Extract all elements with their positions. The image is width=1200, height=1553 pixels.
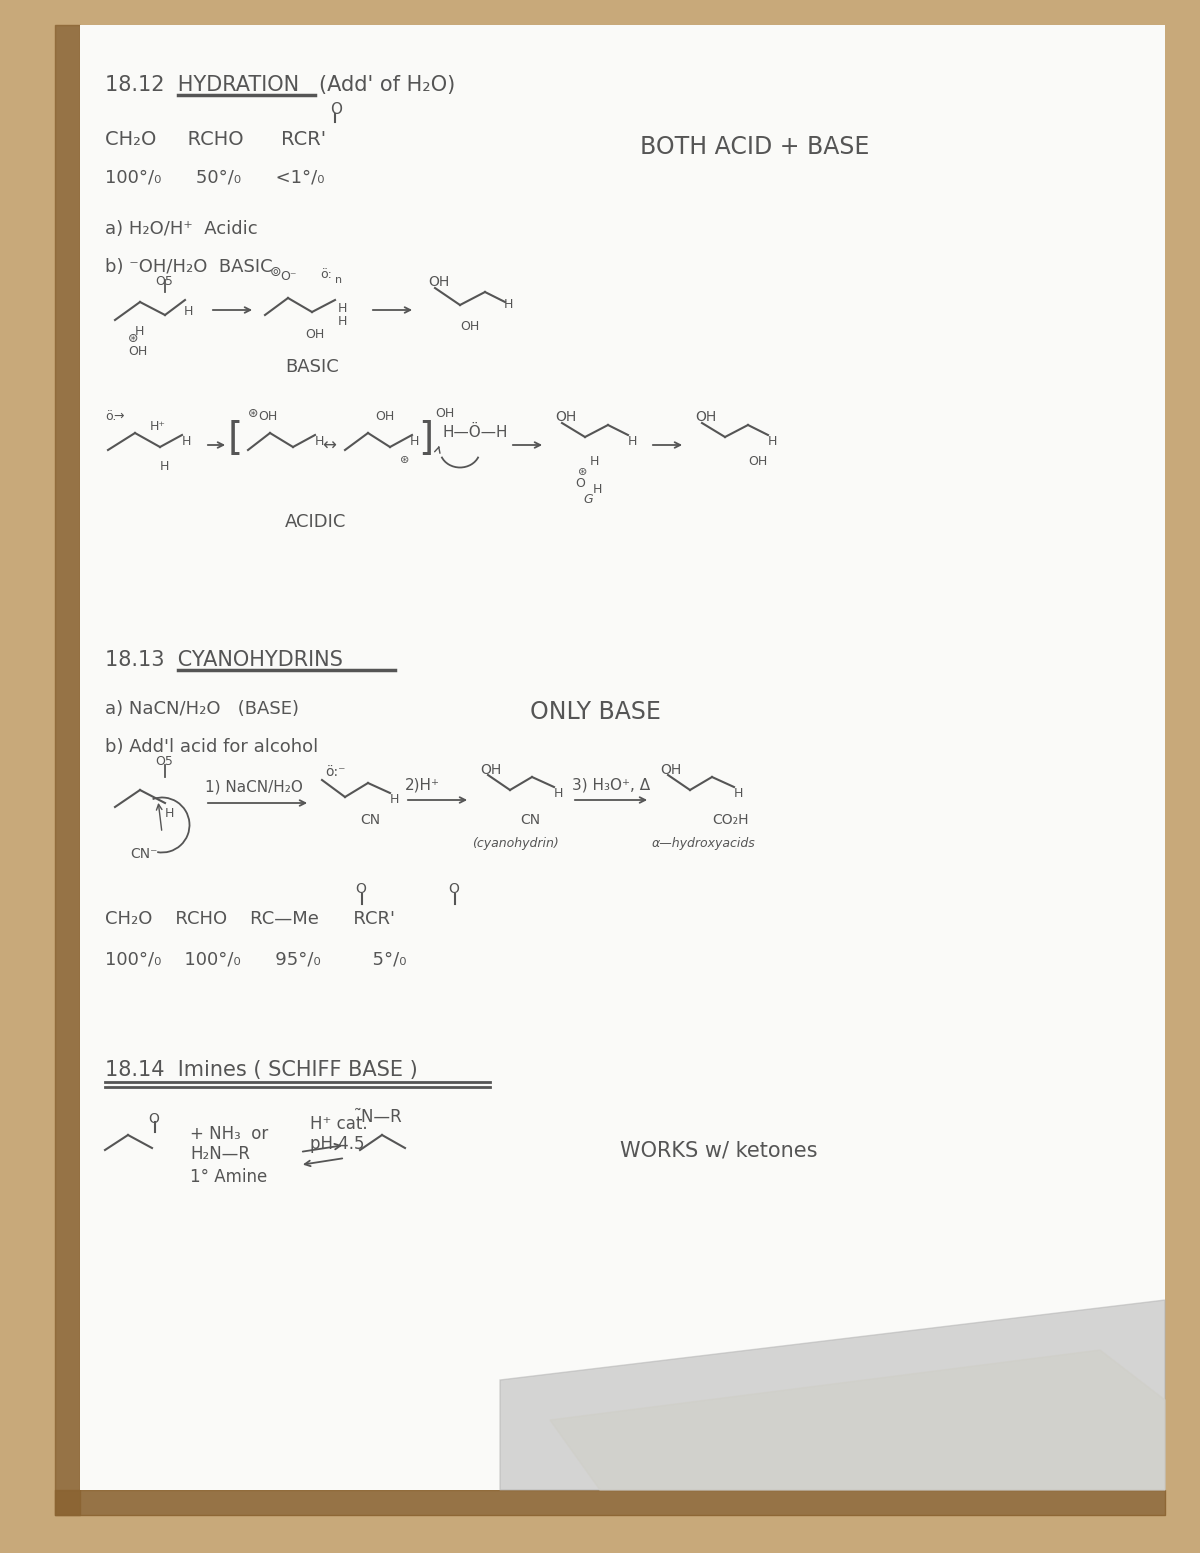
Text: ⊛: ⊛ xyxy=(248,407,258,419)
Polygon shape xyxy=(500,1300,1165,1489)
Text: CH₂O    RCHO    RC—Me      RCR': CH₂O RCHO RC—Me RCR' xyxy=(106,910,395,929)
Text: 2)H⁺: 2)H⁺ xyxy=(406,776,440,792)
Text: CH₂O     RCHO      RCR': CH₂O RCHO RCR' xyxy=(106,130,326,149)
Text: OH: OH xyxy=(695,410,716,424)
Text: H: H xyxy=(410,435,419,447)
Text: a) H₂O/H⁺  Acidic: a) H₂O/H⁺ Acidic xyxy=(106,221,258,238)
Text: OH: OH xyxy=(436,407,455,419)
Text: WORKS w/ ketones: WORKS w/ ketones xyxy=(620,1140,817,1160)
Text: 1° Amine: 1° Amine xyxy=(190,1168,268,1186)
Text: 100°/₀    100°/₀      95°/₀         5°/₀: 100°/₀ 100°/₀ 95°/₀ 5°/₀ xyxy=(106,950,407,968)
Text: BASIC: BASIC xyxy=(286,359,338,376)
Text: H⁺: H⁺ xyxy=(150,419,166,433)
Text: 18.13  CYANOHYDRINS: 18.13 CYANOHYDRINS xyxy=(106,651,343,669)
Text: OH: OH xyxy=(258,410,277,422)
Text: H: H xyxy=(734,787,743,800)
Text: O⁻: O⁻ xyxy=(280,270,296,283)
Text: →: → xyxy=(113,410,124,422)
Text: G: G xyxy=(583,492,593,506)
Text: OH: OH xyxy=(660,763,682,776)
Text: OH: OH xyxy=(554,410,576,424)
Text: OH: OH xyxy=(748,455,767,467)
Text: OH: OH xyxy=(128,345,148,359)
Text: O: O xyxy=(355,882,366,896)
Text: OH: OH xyxy=(374,410,395,422)
Text: ö.: ö. xyxy=(106,410,116,422)
Text: a) NaCN/H₂O   (BASE): a) NaCN/H₂O (BASE) xyxy=(106,700,299,717)
Text: H: H xyxy=(390,794,400,806)
Text: O: O xyxy=(448,882,458,896)
Text: O: O xyxy=(148,1112,158,1126)
Text: 100°/₀      50°/₀      <1°/₀: 100°/₀ 50°/₀ <1°/₀ xyxy=(106,168,324,186)
FancyBboxPatch shape xyxy=(55,25,1165,1516)
Text: H: H xyxy=(166,808,174,820)
Text: OH: OH xyxy=(428,275,449,289)
Polygon shape xyxy=(550,1350,1165,1489)
Text: 1) NaCN/H₂O: 1) NaCN/H₂O xyxy=(205,780,302,795)
Text: ⊚: ⊚ xyxy=(270,266,282,280)
Text: OH: OH xyxy=(305,328,324,342)
Text: H: H xyxy=(504,298,514,311)
Text: ⊛: ⊛ xyxy=(400,455,409,464)
Text: H: H xyxy=(628,435,637,447)
Text: O5: O5 xyxy=(155,275,173,287)
Text: OH: OH xyxy=(460,320,479,332)
Text: H: H xyxy=(184,304,193,318)
Text: H: H xyxy=(160,460,169,474)
Text: CN⁻: CN⁻ xyxy=(130,846,157,860)
Text: H₂N—R: H₂N—R xyxy=(190,1145,250,1163)
Text: ↔: ↔ xyxy=(322,436,336,455)
Text: α—hydroxyacids: α—hydroxyacids xyxy=(652,837,756,849)
Text: CN: CN xyxy=(520,814,540,828)
Text: ̃N—R: ̃N—R xyxy=(362,1107,403,1126)
Text: O: O xyxy=(575,477,584,491)
Text: ACIDIC: ACIDIC xyxy=(286,512,347,531)
Text: H: H xyxy=(554,787,563,800)
FancyBboxPatch shape xyxy=(80,25,1165,1489)
Text: H⁺ cat.: H⁺ cat. xyxy=(310,1115,367,1134)
Text: ]: ] xyxy=(418,419,433,458)
Text: OH: OH xyxy=(480,763,502,776)
Text: 18.12  HYDRATION   (Add' of H₂O): 18.12 HYDRATION (Add' of H₂O) xyxy=(106,75,455,95)
Text: H: H xyxy=(768,435,778,447)
Text: O5: O5 xyxy=(155,755,173,769)
Text: H: H xyxy=(314,435,324,447)
Text: + NH₃  or: + NH₃ or xyxy=(190,1124,269,1143)
Text: H: H xyxy=(593,483,602,495)
Text: ⊛: ⊛ xyxy=(128,332,138,345)
Text: H: H xyxy=(338,315,347,328)
Text: 18.14  Imines ( SCHIFF BASE ): 18.14 Imines ( SCHIFF BASE ) xyxy=(106,1061,418,1079)
Text: ö:: ö: xyxy=(320,269,332,281)
Text: ⊛: ⊛ xyxy=(578,467,587,477)
Text: H: H xyxy=(338,301,347,315)
Text: H: H xyxy=(182,435,191,447)
Text: H—Ö—H: H—Ö—H xyxy=(442,426,508,439)
Text: BOTH ACID + BASE: BOTH ACID + BASE xyxy=(640,135,869,158)
Text: O: O xyxy=(330,102,342,116)
Text: b) Add'l acid for alcohol: b) Add'l acid for alcohol xyxy=(106,738,318,756)
Text: (cyanohydrin): (cyanohydrin) xyxy=(472,837,559,849)
Text: n: n xyxy=(335,275,342,286)
Text: b) ⁻OH/H₂O  BASIC: b) ⁻OH/H₂O BASIC xyxy=(106,258,272,276)
Text: [: [ xyxy=(228,419,244,458)
Text: CN: CN xyxy=(360,814,380,828)
Text: ö:⁻: ö:⁻ xyxy=(325,766,346,780)
Text: pH 4.5: pH 4.5 xyxy=(310,1135,365,1152)
Text: 3) H₃O⁺, Δ: 3) H₃O⁺, Δ xyxy=(572,776,650,792)
Text: ONLY BASE: ONLY BASE xyxy=(530,700,661,724)
Text: H: H xyxy=(134,325,144,339)
Text: CO₂H: CO₂H xyxy=(712,814,749,828)
Text: H: H xyxy=(590,455,599,467)
